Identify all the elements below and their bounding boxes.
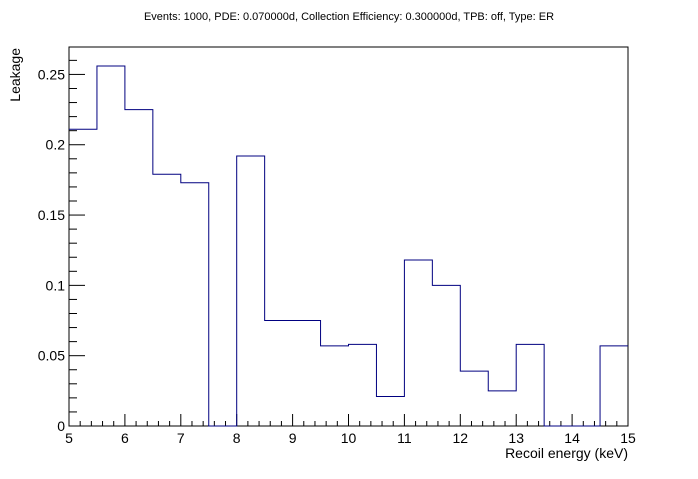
- y-axis-label: Leakage: [7, 48, 23, 102]
- histogram-bin: [181, 183, 209, 426]
- histogram-bin: [516, 344, 544, 426]
- histogram-bin: [293, 321, 321, 426]
- histogram-bin: [600, 346, 628, 426]
- histogram-bin: [376, 396, 404, 426]
- x-axis-label: Recoil energy (keV): [505, 445, 628, 461]
- histogram-bin: [237, 156, 265, 426]
- tick-labels: 5 6 7 8 9 10 11 12 13 14 15 0 0.05 0.1 0.15 0.2 0.25: [38, 66, 636, 446]
- y-tick-label: 0.1: [46, 277, 66, 293]
- histogram-bin: [97, 66, 125, 426]
- histogram-bin: [265, 321, 293, 426]
- histogram-bin: [432, 285, 460, 426]
- x-tick-label: 9: [289, 430, 297, 446]
- x-tick-label: 11: [397, 430, 412, 446]
- histogram-outline: [69, 65, 628, 427]
- x-tick-label: 10: [341, 430, 357, 446]
- histogram-bin: [153, 174, 181, 426]
- y-tick-label: 0.2: [46, 137, 66, 153]
- y-tick-label: 0.05: [38, 348, 65, 364]
- x-tick-label: 13: [508, 430, 524, 446]
- histogram-bin: [125, 110, 153, 426]
- histogram-bin: [69, 129, 97, 426]
- histogram-bin: [321, 346, 349, 426]
- chart-title: Events: 1000, PDE: 0.070000d, Collection…: [144, 11, 554, 23]
- histogram-bin: [404, 260, 432, 426]
- y-tick-label: 0.25: [38, 66, 65, 82]
- histogram-bin: [460, 371, 488, 426]
- y-tick-label: 0: [57, 418, 65, 434]
- y-tick-label: 0.15: [38, 207, 65, 223]
- major-ticks: [68, 73, 629, 427]
- x-tick-label: 15: [620, 430, 636, 446]
- histogram-bin: [488, 391, 516, 426]
- x-tick-label: 14: [564, 430, 580, 446]
- x-tick-label: 8: [233, 430, 241, 446]
- histogram-bin: [349, 344, 377, 426]
- x-tick-label: 6: [121, 430, 129, 446]
- x-tick-label: 5: [65, 430, 73, 446]
- x-tick-label: 12: [453, 430, 469, 446]
- minor-ticks: [69, 59, 618, 426]
- x-tick-label: 7: [177, 430, 185, 446]
